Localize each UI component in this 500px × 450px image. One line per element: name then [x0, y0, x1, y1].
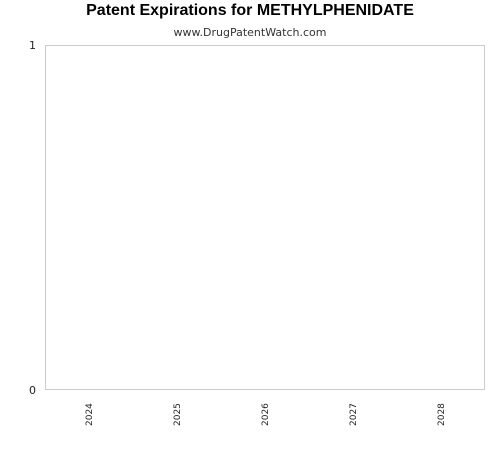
x-tick-label: 2025 — [173, 403, 183, 426]
x-tick-label: 2024 — [85, 403, 95, 426]
x-tick-label: 2028 — [437, 403, 447, 426]
x-axis-ticks: 2024 2025 2026 2027 2028 — [85, 403, 447, 426]
y-axis-ticks: 01 — [29, 39, 36, 397]
y-tick-label: 0 — [29, 384, 36, 397]
y-tick-label: 1 — [29, 39, 36, 52]
x-tick-label: 2026 — [261, 403, 271, 426]
x-tick-label: 2027 — [349, 403, 359, 426]
plot-area — [46, 46, 485, 390]
